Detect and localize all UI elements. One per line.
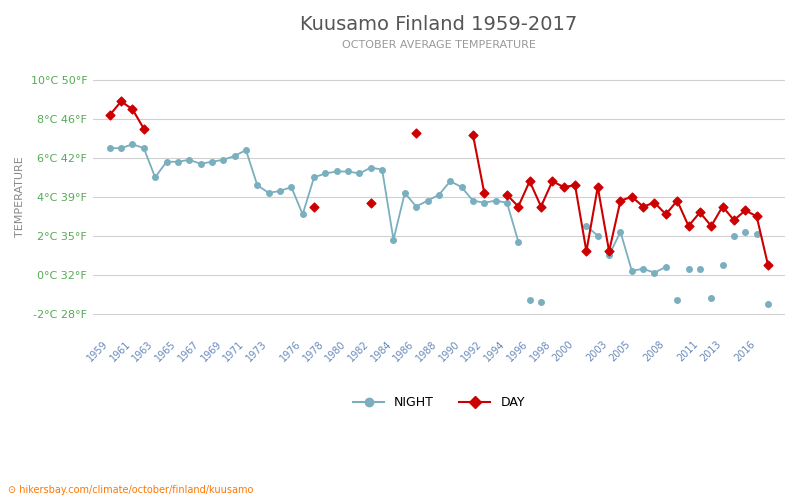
Point — [637, 265, 650, 273]
Text: ⊙ hikersbay.com/climate/october/finland/kuusamo: ⊙ hikersbay.com/climate/october/finland/… — [8, 485, 254, 495]
Point — [444, 177, 457, 185]
Point — [727, 216, 740, 224]
Point — [569, 181, 582, 189]
Point — [762, 300, 774, 308]
Point — [534, 202, 547, 210]
Point — [546, 177, 558, 185]
Point — [478, 189, 490, 197]
Point — [296, 210, 309, 218]
Point — [410, 128, 422, 136]
Point — [138, 144, 150, 152]
Point — [558, 183, 570, 191]
Point — [171, 158, 184, 166]
Point — [387, 236, 400, 244]
Text: OCTOBER AVERAGE TEMPERATURE: OCTOBER AVERAGE TEMPERATURE — [342, 40, 536, 50]
Point — [670, 296, 683, 304]
Point — [727, 232, 740, 239]
Point — [591, 232, 604, 239]
Point — [602, 248, 615, 256]
Point — [739, 228, 752, 236]
Point — [285, 183, 298, 191]
Point — [114, 98, 127, 106]
Point — [739, 206, 752, 214]
Title: Kuusamo Finland 1959-2017: Kuusamo Finland 1959-2017 — [300, 15, 578, 34]
Point — [319, 170, 332, 177]
Point — [626, 193, 638, 201]
Point — [478, 198, 490, 206]
Point — [126, 105, 139, 113]
Point — [750, 212, 763, 220]
Point — [694, 265, 706, 273]
Point — [637, 202, 650, 210]
Point — [330, 168, 343, 175]
Point — [160, 158, 173, 166]
Point — [523, 296, 536, 304]
Point — [705, 294, 718, 302]
Point — [716, 202, 729, 210]
Point — [614, 196, 627, 204]
Point — [364, 164, 377, 172]
Point — [182, 156, 195, 164]
Point — [750, 230, 763, 238]
Point — [217, 156, 230, 164]
Point — [501, 191, 514, 199]
Point — [659, 263, 672, 271]
Point — [138, 124, 150, 132]
Point — [114, 144, 127, 152]
Point — [251, 181, 264, 189]
Point — [591, 183, 604, 191]
Legend: NIGHT, DAY: NIGHT, DAY — [348, 391, 530, 414]
Point — [648, 268, 661, 276]
Point — [670, 196, 683, 204]
Point — [398, 189, 411, 197]
Point — [534, 298, 547, 306]
Point — [433, 191, 446, 199]
Point — [580, 248, 593, 256]
Point — [614, 228, 627, 236]
Point — [364, 198, 377, 206]
Point — [342, 168, 354, 175]
Point — [512, 238, 525, 246]
Point — [421, 196, 434, 204]
Point — [648, 198, 661, 206]
Point — [523, 177, 536, 185]
Point — [580, 222, 593, 230]
Point — [103, 111, 116, 119]
Point — [602, 251, 615, 259]
Point — [308, 202, 321, 210]
Point — [376, 166, 389, 173]
Point — [466, 130, 479, 138]
Point — [103, 144, 116, 152]
Point — [501, 198, 514, 206]
Y-axis label: TEMPERATURE: TEMPERATURE — [15, 156, 25, 237]
Point — [705, 222, 718, 230]
Point — [490, 196, 502, 204]
Point — [262, 189, 275, 197]
Point — [512, 202, 525, 210]
Point — [466, 196, 479, 204]
Point — [455, 183, 468, 191]
Point — [410, 202, 422, 210]
Point — [126, 140, 139, 148]
Point — [149, 174, 162, 182]
Point — [659, 210, 672, 218]
Point — [206, 158, 218, 166]
Point — [762, 261, 774, 269]
Point — [716, 261, 729, 269]
Point — [694, 208, 706, 216]
Point — [308, 174, 321, 182]
Point — [239, 146, 252, 154]
Point — [682, 222, 695, 230]
Point — [274, 187, 286, 195]
Point — [228, 152, 241, 160]
Point — [353, 170, 366, 177]
Point — [194, 160, 207, 168]
Point — [626, 267, 638, 275]
Point — [682, 265, 695, 273]
